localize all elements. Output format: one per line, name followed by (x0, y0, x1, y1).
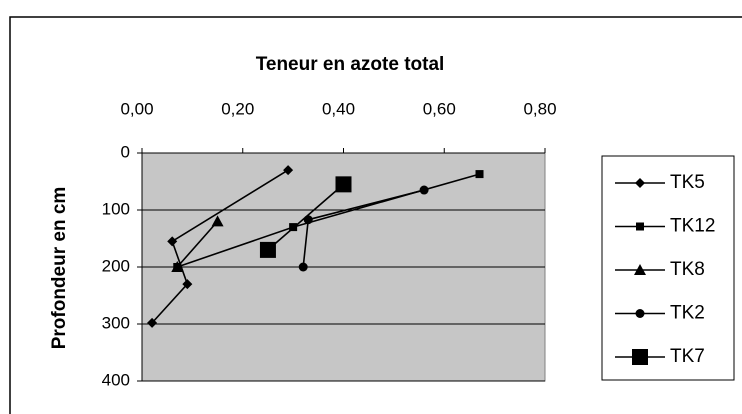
legend-label: TK12 (670, 216, 715, 237)
y-tick-label: 300 (102, 313, 130, 332)
x-tick-label: 0,00 (120, 99, 153, 118)
legend-marker (635, 309, 645, 318)
marker (419, 185, 429, 195)
legend-marker (636, 222, 644, 231)
x-tick-label: 0,40 (322, 99, 355, 118)
legend-label: TK7 (670, 346, 705, 367)
legend-label: TK5 (670, 172, 705, 193)
y-tick-label: 400 (102, 370, 130, 389)
marker (167, 236, 178, 247)
series-line (176, 220, 219, 268)
marker (171, 261, 184, 272)
marker (303, 215, 313, 225)
x-axis-title: Teneur en azote total (256, 54, 445, 75)
x-tick-label: 0,60 (423, 99, 456, 118)
y-tick-label: 200 (102, 256, 130, 275)
legend-marker (635, 178, 645, 188)
series-line (151, 169, 289, 324)
y-axis-title: Profondeur en cm (49, 187, 70, 350)
marker (147, 317, 158, 328)
x-tick-label: 0,20 (221, 99, 254, 118)
legend-marker (632, 349, 648, 365)
series-line (267, 183, 345, 251)
marker (475, 170, 484, 179)
y-tick-label: 100 (102, 199, 130, 218)
legend-marker (634, 264, 646, 275)
legend-label: TK8 (670, 259, 705, 280)
marker (211, 215, 224, 227)
x-tick-label: 0,80 (523, 99, 556, 118)
legend-label: TK2 (670, 303, 705, 324)
marker (335, 176, 352, 193)
marker (259, 241, 276, 258)
marker (182, 279, 193, 290)
legend-box (601, 155, 735, 381)
marker (283, 165, 294, 176)
y-tick-label: 0 (121, 142, 130, 161)
marker (298, 262, 308, 272)
